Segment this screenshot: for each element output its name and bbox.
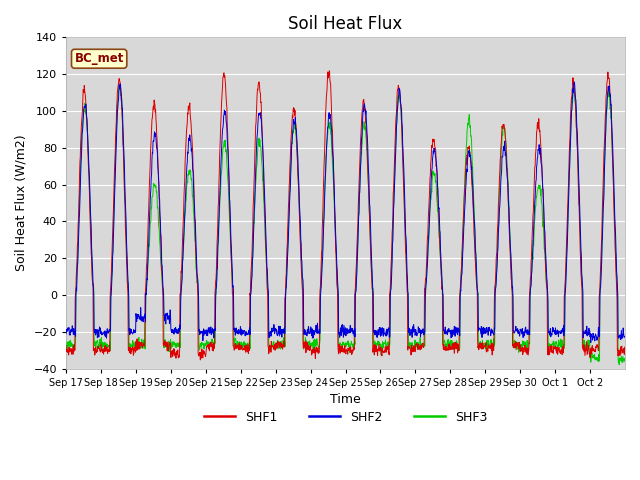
SHF1: [332, 230, 339, 236]
SHF2: [587, 340, 595, 346]
SHF2: [614, 334, 622, 339]
SHF2: [477, 331, 484, 337]
SHF1: [614, 353, 622, 359]
SHF3: [477, 343, 485, 348]
Line: SHF1: SHF1: [66, 71, 625, 360]
SHF1: [196, 357, 204, 363]
SHF1: [559, 345, 567, 351]
Y-axis label: Soil Heat Flux (W/m2): Soil Heat Flux (W/m2): [15, 134, 28, 271]
SHF3: [62, 342, 70, 348]
SHF3: [559, 341, 567, 347]
SHF2: [150, 138, 157, 144]
SHF3: [321, 193, 328, 199]
SHF2: [320, 213, 328, 219]
Legend: SHF1, SHF2, SHF3: SHF1, SHF2, SHF3: [199, 406, 492, 429]
Text: BC_met: BC_met: [74, 52, 124, 65]
SHF1: [326, 68, 333, 74]
Line: SHF2: SHF2: [66, 82, 625, 343]
SHF1: [621, 344, 628, 350]
SHF2: [571, 79, 579, 85]
SHF3: [614, 292, 621, 298]
SHF1: [478, 341, 486, 347]
Line: SHF3: SHF3: [66, 85, 625, 365]
SHF1: [62, 343, 70, 348]
SHF1: [150, 103, 157, 109]
SHF2: [331, 204, 339, 209]
SHF2: [62, 331, 70, 336]
SHF3: [615, 362, 623, 368]
SHF2: [621, 334, 628, 340]
SHF3: [621, 357, 628, 363]
X-axis label: Time: Time: [330, 393, 361, 406]
SHF3: [150, 182, 157, 188]
SHF1: [321, 153, 328, 159]
SHF2: [559, 325, 566, 331]
Title: Soil Heat Flux: Soil Heat Flux: [289, 15, 403, 33]
SHF3: [115, 82, 123, 88]
SHF3: [331, 224, 339, 230]
